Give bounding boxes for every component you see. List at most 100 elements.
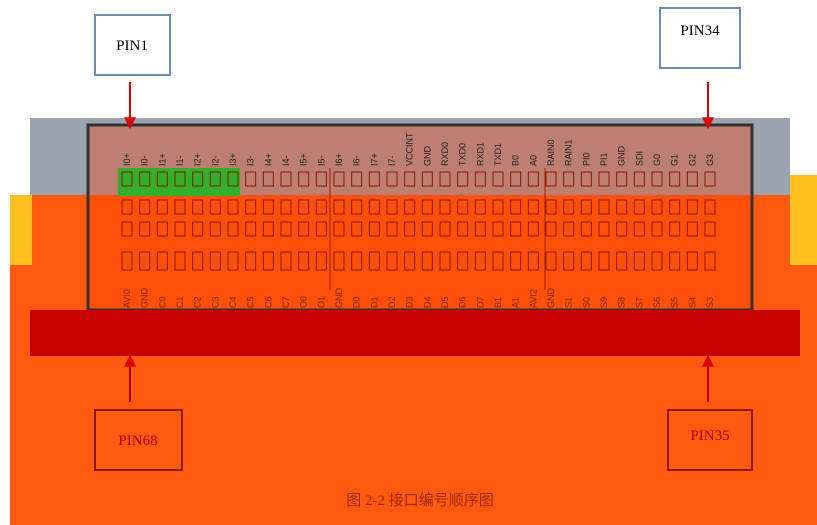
pin-socket xyxy=(474,199,486,215)
pin-label: C3 xyxy=(210,296,220,308)
pin-label: O1 xyxy=(316,296,326,308)
pin-socket xyxy=(139,251,151,271)
pin-socket xyxy=(298,251,310,271)
pin-label: D1 xyxy=(369,296,379,308)
pin-socket xyxy=(474,251,486,271)
pin-label: D4 xyxy=(422,296,432,308)
pin-socket xyxy=(704,221,716,237)
pin-socket xyxy=(227,251,239,271)
pin-label: D7 xyxy=(475,296,485,308)
pin-socket xyxy=(209,251,221,271)
pin-label: B0 xyxy=(511,155,521,166)
pin-socket xyxy=(686,199,698,215)
pin-socket xyxy=(209,199,221,215)
pin-socket xyxy=(439,221,451,237)
pin-label: S1 xyxy=(564,297,574,308)
pin-socket xyxy=(280,171,292,187)
pin-socket xyxy=(404,171,416,187)
pin-socket xyxy=(386,199,398,215)
pin-label: O0 xyxy=(299,296,309,308)
pin-socket xyxy=(545,199,557,215)
pin-socket xyxy=(527,221,539,237)
pin-label: C4 xyxy=(228,296,238,308)
pin-socket xyxy=(598,221,610,237)
pin-socket xyxy=(156,221,168,237)
pin-socket xyxy=(315,171,327,187)
pin-socket xyxy=(633,221,645,237)
pin-socket xyxy=(386,221,398,237)
pin-socket xyxy=(280,221,292,237)
pin-label: A0 xyxy=(528,155,538,166)
callout-box xyxy=(94,409,183,471)
pin-label: C0 xyxy=(157,296,167,308)
pin-grid: I0+ I0- I1+ I1- I2+ I2- I3+ I3- I4+ I4- I5+ I5- I6+ I… xyxy=(121,132,716,309)
pin-label: G0 xyxy=(652,154,662,166)
pin-socket xyxy=(598,171,610,187)
pin-socket xyxy=(704,171,716,187)
pin-label: RAIN1 xyxy=(564,139,574,166)
pin-socket xyxy=(651,199,663,215)
pin-socket xyxy=(510,251,522,271)
pin-socket xyxy=(262,221,274,237)
pin-label: I3- xyxy=(246,155,256,166)
pin-socket xyxy=(492,221,504,237)
pin-socket xyxy=(174,171,186,187)
pin-socket xyxy=(563,171,575,187)
highlight-right xyxy=(790,175,817,265)
pin-label: D5 xyxy=(440,296,450,308)
pin-socket xyxy=(298,221,310,237)
pin-socket xyxy=(315,251,327,271)
pin-label: G1 xyxy=(670,154,680,166)
pin-socket xyxy=(527,251,539,271)
pin-socket xyxy=(510,221,522,237)
pin-label: S6 xyxy=(652,297,662,308)
pin-socket xyxy=(192,221,204,237)
pin-label: S7 xyxy=(634,297,644,308)
pin-label: I2+ xyxy=(193,153,203,166)
pin-label: G3 xyxy=(705,154,715,166)
pin-socket xyxy=(368,251,380,271)
pin-label: D2 xyxy=(387,296,397,308)
pin-socket xyxy=(174,199,186,215)
pin-label: S8 xyxy=(617,297,627,308)
pin-socket xyxy=(580,221,592,237)
pin-socket xyxy=(333,221,345,237)
pin-socket xyxy=(580,251,592,271)
pin-socket xyxy=(616,171,628,187)
pin-socket xyxy=(474,171,486,187)
pin-label: PI1 xyxy=(599,152,609,166)
pin-socket xyxy=(439,251,451,271)
pin-socket xyxy=(386,171,398,187)
pin-socket xyxy=(686,221,698,237)
pin-socket xyxy=(192,171,204,187)
pin-socket xyxy=(704,251,716,271)
pin-socket xyxy=(510,171,522,187)
pin-socket xyxy=(563,251,575,271)
pin-socket xyxy=(351,251,363,271)
pin-socket xyxy=(368,221,380,237)
pin-label: GND xyxy=(140,288,150,309)
pin-socket xyxy=(333,171,345,187)
callout-label: PIN34 xyxy=(680,23,720,39)
pin-label: C5 xyxy=(246,296,256,308)
pin-socket xyxy=(474,221,486,237)
pin-label: S4 xyxy=(687,297,697,308)
pin-label: GND xyxy=(617,146,627,167)
pin-label: S3 xyxy=(705,297,715,308)
pin-label: TXD1 xyxy=(493,143,503,166)
pin-socket xyxy=(174,251,186,271)
pin-socket xyxy=(333,199,345,215)
pin-socket xyxy=(616,221,628,237)
pin-label: GND xyxy=(422,146,432,167)
pin-socket xyxy=(421,199,433,215)
pin-socket xyxy=(616,251,628,271)
pin-label: S5 xyxy=(670,297,680,308)
pin-socket xyxy=(457,171,469,187)
pin-socket xyxy=(368,171,380,187)
pin-socket xyxy=(598,251,610,271)
pin-label: S9 xyxy=(599,297,609,308)
pin-socket xyxy=(227,171,239,187)
pin-socket xyxy=(139,171,151,187)
pin-socket xyxy=(156,251,168,271)
pin-socket xyxy=(492,251,504,271)
